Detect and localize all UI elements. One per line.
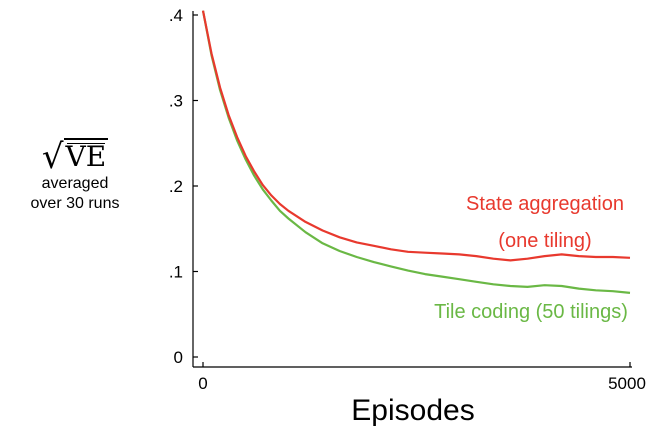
x-tick-label: 5000 [608, 374, 646, 393]
series-label-tile-coding: Tile coding (50 tilings) [434, 301, 628, 323]
y-tick-label: .4 [169, 6, 183, 25]
series-label-state-aggregation-line1: State aggregation [466, 193, 624, 215]
y-axis-label-line2: over 30 runs [30, 195, 120, 212]
y-axis-label-line1: averaged [41, 175, 109, 192]
y-tick-label: .1 [169, 263, 183, 282]
y-tick-label: .2 [169, 177, 183, 196]
x-axis-label: Episodes [351, 394, 474, 427]
series-layer [201, 10, 631, 294]
labels-layer: State aggregation (one tiling) Tile coding… [434, 193, 628, 323]
y-axis-label-main: VE [65, 140, 107, 173]
axes: 0 .1 .2 .3 .4 0 5000 [169, 6, 646, 393]
series-line-state-aggregation [201, 10, 631, 262]
x-tick-label: 0 [198, 374, 207, 393]
y-axis-label: √ VE averaged over 30 runs [0, 137, 150, 214]
y-tick-label: 0 [174, 348, 183, 367]
y-tick-label: .3 [169, 92, 183, 111]
series-label-state-aggregation-line2: (one tiling) [498, 230, 591, 252]
series-line-tile-coding [201, 10, 631, 294]
y-axis-label-symbol: √ VE [41, 137, 109, 177]
